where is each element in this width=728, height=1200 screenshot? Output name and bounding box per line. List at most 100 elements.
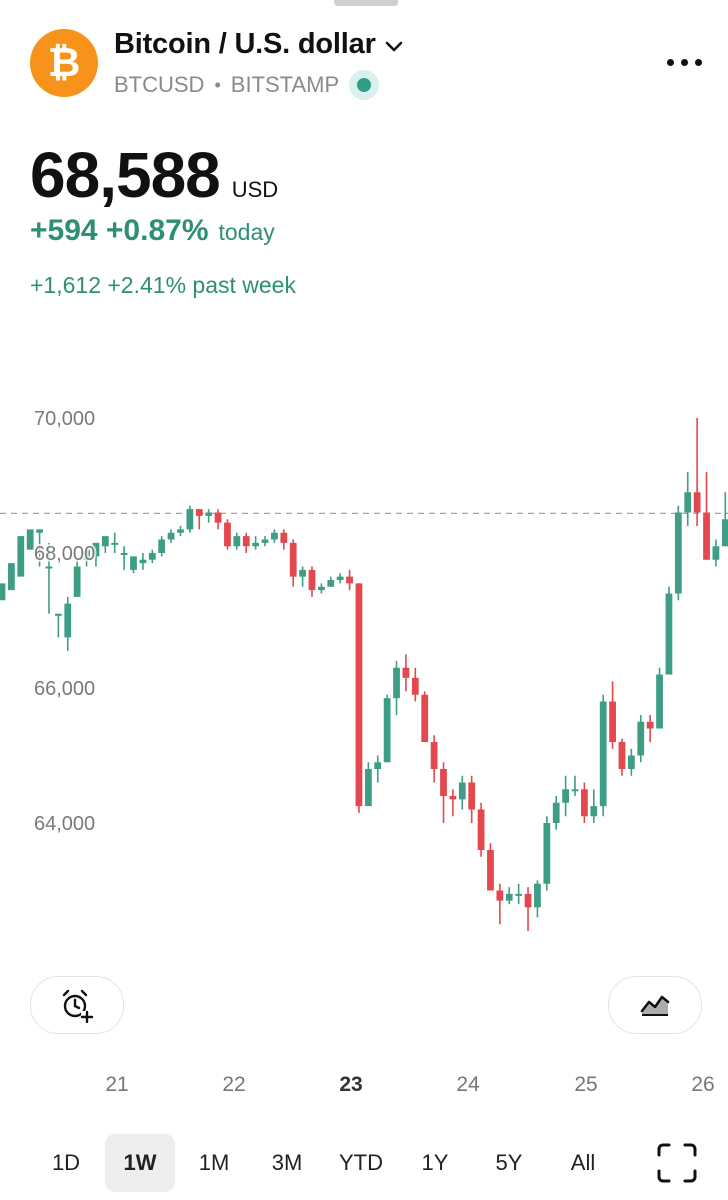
candle-body <box>684 492 692 513</box>
candle-body <box>167 532 175 540</box>
timeframe-selector: 1D 1W 1M 3M YTD 1Y 5Y All <box>0 1134 728 1194</box>
candle <box>618 738 626 776</box>
candle-body <box>346 576 353 584</box>
sheet-grabber[interactable] <box>334 0 398 6</box>
candle-body <box>383 698 391 763</box>
chart-type-button[interactable] <box>608 976 702 1034</box>
candle-body <box>299 569 306 577</box>
exchange-label: BITSTAMP <box>230 72 340 97</box>
candle-body <box>703 512 710 560</box>
timeframe-1w[interactable]: 1W <box>105 1134 175 1192</box>
timeframe-ytd[interactable]: YTD <box>339 1150 383 1175</box>
candle <box>524 887 532 931</box>
candle-body <box>252 542 260 547</box>
candle <box>477 802 485 857</box>
candle-body <box>271 532 278 540</box>
candle-body <box>336 576 344 580</box>
candle <box>214 509 222 530</box>
timeframe-1d[interactable]: 1D <box>51 1150 81 1175</box>
candle-body <box>26 529 34 550</box>
candle-body <box>590 806 598 817</box>
candle <box>656 667 663 729</box>
x-axis-date-labels: 21 22 23 24 25 26 <box>0 1073 728 1099</box>
candle <box>487 843 494 891</box>
timeframe-1m[interactable]: 1M <box>198 1150 230 1175</box>
x-tick-label: 24 <box>456 1073 480 1096</box>
fullscreen-icon <box>657 1143 697 1183</box>
candle <box>54 613 62 638</box>
candle-body <box>656 674 663 729</box>
add-alert-button[interactable] <box>30 976 124 1034</box>
fullscreen-button[interactable] <box>654 1140 700 1186</box>
candle-body <box>73 566 81 597</box>
symbol-title-dropdown[interactable]: Bitcoin / U.S. dollar <box>114 28 404 61</box>
y-tick-label: 64,000 <box>34 813 95 835</box>
candle <box>665 586 673 675</box>
candle-body <box>599 701 607 807</box>
candle <box>195 509 203 530</box>
candle-body <box>374 762 382 769</box>
candle-body <box>440 769 447 796</box>
candle-body <box>515 893 523 896</box>
candle <box>562 775 569 817</box>
candle-body <box>83 549 90 560</box>
candle-body <box>139 559 147 564</box>
candle-body <box>148 553 156 560</box>
change-today-value: +594 +0.87% <box>30 214 209 247</box>
candle-body <box>364 769 372 807</box>
more-dot-icon <box>666 58 674 66</box>
candle <box>289 539 297 587</box>
candle <box>26 529 34 550</box>
candle <box>693 418 701 526</box>
candle-body <box>552 802 560 823</box>
candle <box>83 549 90 567</box>
x-tick-label: 26 <box>691 1073 715 1096</box>
candle <box>45 542 53 614</box>
candle <box>73 559 81 597</box>
more-options-button[interactable] <box>656 44 712 80</box>
candle-body <box>609 701 616 742</box>
more-dot-icon <box>694 58 702 66</box>
candle <box>571 775 579 796</box>
y-tick-label: 68,000 <box>34 543 95 565</box>
timeframe-5y[interactable]: 5Y <box>495 1150 523 1175</box>
y-tick-label: 70,000 <box>34 408 95 430</box>
candle-body <box>233 536 241 547</box>
candle-body <box>693 492 701 513</box>
candle-body <box>674 512 682 594</box>
candle-body <box>289 542 297 577</box>
candle-body <box>721 519 728 547</box>
candle <box>280 529 288 550</box>
candle <box>609 681 616 749</box>
candle-body <box>524 893 532 908</box>
candle <box>721 492 728 547</box>
candle <box>411 667 419 702</box>
timeframe-1y[interactable]: 1Y <box>421 1150 449 1175</box>
candle-body <box>468 782 476 810</box>
candle <box>346 569 353 591</box>
candle-body <box>637 721 645 756</box>
candle-body <box>214 512 222 523</box>
currency-label: USD <box>231 177 279 202</box>
symbol-subtitle: BTCUSD • BITSTAMP <box>114 70 380 100</box>
candlestick-chart[interactable]: 70,000 68,000 66,000 64,000 <box>0 380 728 940</box>
candle-body <box>8 563 15 591</box>
candle-body <box>111 542 119 545</box>
chevron-down-icon <box>385 41 402 51</box>
candle <box>224 519 231 550</box>
candle <box>36 529 43 567</box>
candle-body <box>487 850 494 891</box>
candle-body <box>0 583 6 601</box>
candle-body <box>54 613 62 616</box>
timeframe-all[interactable]: All <box>570 1150 596 1175</box>
candle <box>158 536 166 557</box>
candle <box>336 573 344 584</box>
candle <box>712 539 720 567</box>
candle-body <box>92 542 100 557</box>
candle <box>252 536 260 550</box>
candle <box>139 553 147 570</box>
candle <box>496 883 504 925</box>
timeframe-3m[interactable]: 3M <box>271 1150 303 1175</box>
candle-body <box>130 556 137 570</box>
candle-body <box>543 823 551 884</box>
